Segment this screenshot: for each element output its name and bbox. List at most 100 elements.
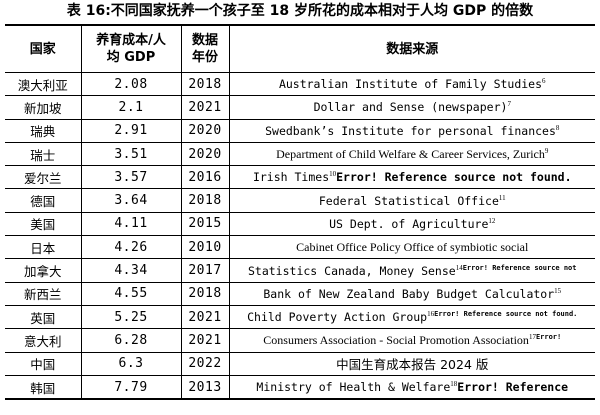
source-text: Consumers Association - Social Promotion…	[263, 332, 529, 347]
year-cell: 2018	[180, 188, 229, 213]
country-cell: 日本	[30, 240, 56, 256]
header-multiple: 养育成本/人均 GDP	[80, 25, 181, 73]
country-cell: 意大利	[23, 333, 62, 349]
country-cell: 加拿大	[23, 264, 62, 280]
year-cell: 2021	[180, 305, 229, 329]
table-row: 中国 6.3 2022 中国生育成本报告 2024 版	[5, 352, 595, 376]
source-cell: Ministry of Health & Welfare18Error! Ref…	[228, 375, 595, 400]
footnote-marker[interactable]: 11	[498, 193, 506, 202]
table-row: 意大利 6.28 2021 Consumers Association - Socia…	[5, 328, 595, 353]
source-cell: US Dept. of Agriculture12	[228, 212, 595, 236]
source-text: Federal Statistical Office	[318, 193, 499, 208]
table-row: 德国 3.64 2018 Federal Statistical Office11	[5, 188, 595, 213]
year-cell: 2013	[180, 375, 229, 400]
source-text: 中国生育成本报告 2024 版	[336, 357, 489, 373]
country-cell: 新加坡	[23, 100, 62, 116]
source-text: Department of Child Welfare & Career Ser…	[276, 146, 545, 161]
country-cell: 韩国	[30, 380, 56, 396]
country-cell: 澳大利亚	[17, 77, 68, 93]
table-row: 瑞士 3.51 2020 Department of Child Welfare & …	[5, 142, 595, 166]
year-cell: 2017	[180, 258, 229, 283]
multiple-cell: 2.08	[80, 72, 181, 96]
header-year: 数据年份	[180, 25, 229, 73]
country-cell: 德国	[30, 194, 56, 210]
footnote-marker[interactable]: 8	[555, 123, 560, 132]
source-text: Ministry of Health & Welfare	[256, 380, 451, 394]
header-row: 国家 养育成本/人均 GDP 数据年份 数据来源	[5, 25, 595, 73]
multiple-cell: 3.57	[80, 165, 181, 189]
multiple-cell: 2.1	[80, 95, 181, 120]
table-row: 瑞典 2.91 2020 Swedbank’s Institute for perso…	[5, 119, 595, 143]
source-text: Australian Institute of Family Studies	[278, 77, 543, 92]
footnote-marker[interactable]: 6	[542, 77, 546, 86]
multiple-cell: 6.28	[80, 328, 181, 353]
multiple-cell: 3.64	[80, 188, 181, 213]
table-row: 英国 5.25 2021 Child Poverty Action Group16Er…	[5, 305, 595, 329]
table-row: 韩国 7.79 2013 Ministry of Health & Welfare18…	[5, 375, 595, 400]
year-cell: 2022	[180, 352, 229, 376]
table-title: 表 16:不同国家抚养一个孩子至 18 岁所花的成本相对于人均 GDP 的倍数	[66, 3, 534, 19]
source-text: Statistics Canada, Money Sense	[247, 263, 456, 278]
source-cell: 中国生育成本报告 2024 版	[228, 352, 595, 376]
footnote-marker[interactable]: 16	[427, 310, 435, 319]
source-text: Dollar and Sense (newspaper)	[313, 100, 508, 115]
source-text: Child Poverty Action Group	[247, 310, 428, 325]
source-text: Cabinet Office Policy Office of symbioti…	[296, 239, 529, 254]
multiple-cell: 6.3	[80, 352, 181, 376]
table-row: 日本 4.26 2010 Cabinet Office Policy Office o…	[5, 235, 595, 259]
multiple-cell: 5.25	[80, 305, 181, 329]
year-cell: 2018	[180, 72, 229, 96]
footnote-marker[interactable]: 12	[488, 216, 496, 225]
footnote-marker[interactable]: 14	[455, 263, 463, 272]
header-country: 国家	[29, 41, 56, 57]
table-row: 新西兰 4.55 2018 Bank of New Zealand Baby Budg…	[5, 282, 595, 306]
year-cell: 2010	[180, 235, 229, 259]
footnote-marker[interactable]: 17	[528, 332, 536, 341]
year-cell: 2021	[180, 328, 229, 353]
reference-error-text: Error! Reference source not	[462, 263, 577, 272]
source-cell: Department of Child Welfare & Career Ser…	[228, 142, 595, 166]
country-cell: 瑞典	[30, 124, 56, 140]
source-cell: Swedbank’s Institute for personal financ…	[228, 119, 595, 143]
multiple-cell: 7.79	[80, 375, 181, 400]
year-cell: 2020	[180, 142, 229, 166]
source-cell: Cabinet Office Policy Office of symbioti…	[228, 235, 595, 259]
reference-error-text: Error! Reference source not found.	[336, 170, 572, 185]
source-text: Bank of New Zealand Baby Budget Calculat…	[263, 286, 555, 301]
country-cell: 英国	[30, 310, 56, 326]
country-cell: 瑞士	[30, 147, 56, 163]
country-cell: 爱尔兰	[23, 170, 62, 186]
source-cell: Bank of New Zealand Baby Budget Calculat…	[228, 282, 595, 306]
source-text: Swedbank’s Institute for personal financ…	[265, 123, 556, 138]
source-text: US Dept. of Agriculture	[329, 216, 489, 231]
table-row: 澳大利亚 2.08 2018 Australian Institute of Fami…	[5, 72, 595, 96]
country-cell: 新西兰	[23, 287, 62, 303]
source-cell: Australian Institute of Family Studies6	[228, 72, 595, 96]
source-text: Irish Times	[252, 170, 330, 185]
multiple-cell: 4.34	[80, 258, 181, 283]
footnote-marker[interactable]: 7	[507, 100, 511, 109]
year-cell: 2021	[180, 95, 229, 120]
footnote-marker[interactable]: 18	[450, 380, 458, 388]
table-row: 新加坡 2.1 2021 Dollar and Sense (newspaper)7	[5, 95, 595, 120]
source-cell: Child Poverty Action Group16Error! Refer…	[228, 305, 595, 329]
country-cell: 中国	[30, 357, 56, 373]
year-cell: 2015	[180, 212, 229, 236]
table-row: 爱尔兰 3.57 2016 Irish Times10Error! Reference…	[5, 165, 595, 189]
country-cell: 美国	[30, 217, 56, 233]
source-cell: Dollar and Sense (newspaper)7	[228, 95, 595, 120]
year-cell: 2020	[180, 119, 229, 143]
footnote-marker[interactable]: 15	[554, 286, 562, 295]
footnote-marker[interactable]: 9	[544, 146, 549, 155]
source-cell: Federal Statistical Office11	[228, 188, 595, 213]
reference-error-text: Error!	[535, 332, 562, 341]
table-row: 加拿大 4.34 2017 Statistics Canada, Money Sens…	[5, 258, 595, 283]
year-cell: 2016	[180, 165, 229, 189]
footnote-marker[interactable]: 10	[329, 170, 337, 179]
multiple-cell: 4.55	[80, 282, 181, 306]
multiple-cell: 4.11	[80, 212, 181, 236]
multiple-cell: 3.51	[80, 142, 181, 166]
table-row: 美国 4.11 2015 US Dept. of Agriculture12	[5, 212, 595, 236]
reference-error-text: Error! Reference	[457, 380, 569, 394]
reference-error-text: Error! Reference source not found.	[434, 310, 578, 319]
